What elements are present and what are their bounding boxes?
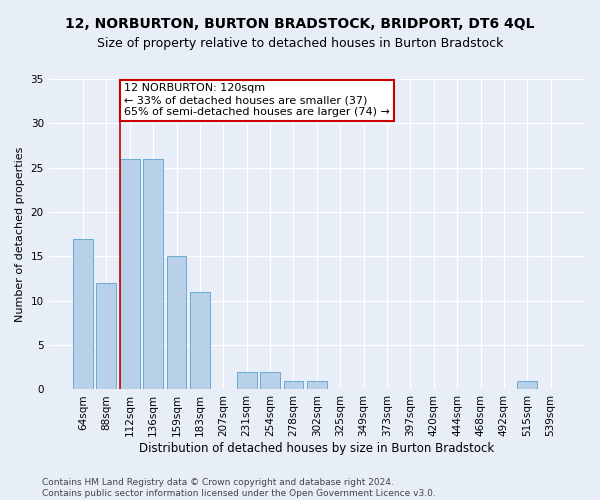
Bar xyxy=(517,380,537,390)
Y-axis label: Number of detached properties: Number of detached properties xyxy=(15,146,25,322)
Bar xyxy=(284,380,304,390)
Bar xyxy=(120,159,140,390)
Bar xyxy=(190,292,210,390)
Text: Size of property relative to detached houses in Burton Bradstock: Size of property relative to detached ho… xyxy=(97,38,503,51)
Bar xyxy=(97,283,116,390)
X-axis label: Distribution of detached houses by size in Burton Bradstock: Distribution of detached houses by size … xyxy=(139,442,494,455)
Text: Contains HM Land Registry data © Crown copyright and database right 2024.
Contai: Contains HM Land Registry data © Crown c… xyxy=(42,478,436,498)
Bar xyxy=(143,159,163,390)
Text: 12, NORBURTON, BURTON BRADSTOCK, BRIDPORT, DT6 4QL: 12, NORBURTON, BURTON BRADSTOCK, BRIDPOR… xyxy=(65,18,535,32)
Text: 12 NORBURTON: 120sqm
← 33% of detached houses are smaller (37)
65% of semi-detac: 12 NORBURTON: 120sqm ← 33% of detached h… xyxy=(124,84,390,116)
Bar xyxy=(73,238,93,390)
Bar xyxy=(237,372,257,390)
Bar xyxy=(260,372,280,390)
Bar xyxy=(167,256,187,390)
Bar xyxy=(307,380,327,390)
